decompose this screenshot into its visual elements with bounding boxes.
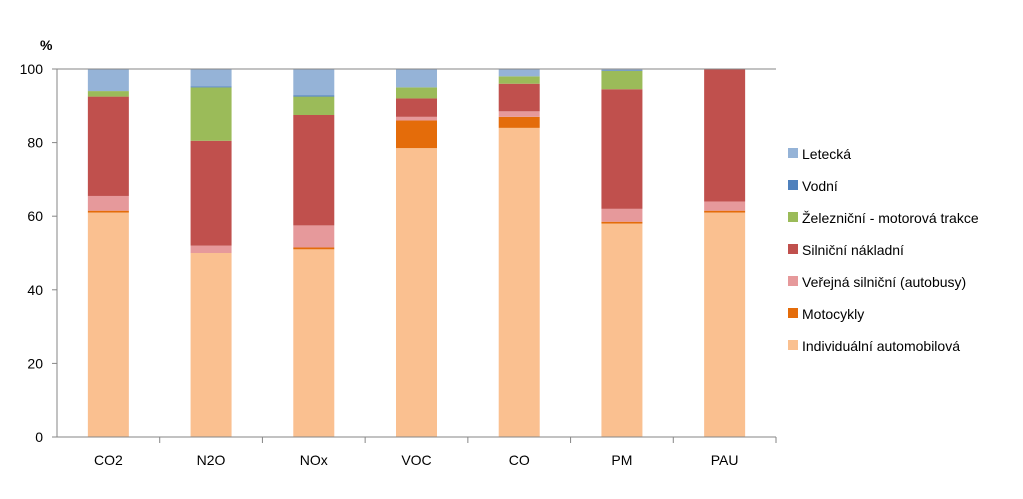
- bar-segment-pm-3: [601, 89, 643, 209]
- legend-label-5: Vodní: [802, 178, 838, 194]
- bar-segment-co-6: [498, 69, 540, 77]
- bar-segment-co-0: [498, 127, 540, 437]
- bar-segment-nox-5: [293, 95, 335, 97]
- bar-segment-nox-3: [293, 115, 335, 226]
- bar-segment-voc-4: [396, 87, 437, 99]
- bar-segment-co2-1: [87, 210, 129, 213]
- legend-label-2: Veřejná silniční (autobusy): [802, 274, 966, 290]
- legend-swatch-4: [788, 212, 798, 222]
- bar-segment-co-1: [498, 116, 540, 128]
- bar-segment-co2-6: [87, 69, 129, 92]
- y-tick-label-0: 0: [35, 429, 43, 445]
- bar-segment-co-2: [498, 111, 540, 117]
- bar-segment-voc-2: [396, 116, 437, 121]
- x-tick-label-pm: PM: [611, 452, 632, 468]
- bar-segment-n2o-5: [190, 86, 232, 88]
- bar-segment-n2o-0: [190, 253, 232, 437]
- bar-segment-pm-2: [601, 208, 643, 222]
- y-tick-label-100: 100: [20, 61, 44, 77]
- bar-segment-nox-1: [293, 247, 335, 250]
- legend-swatch-2: [788, 276, 798, 286]
- bar-segment-co-3: [498, 83, 540, 112]
- legend-label-0: Individuální automobilová: [802, 338, 960, 354]
- bar-segment-n2o-6: [190, 69, 232, 87]
- y-tick-label-20: 20: [27, 355, 43, 371]
- bar-segment-co2-2: [87, 195, 129, 211]
- bar-segment-co2-0: [87, 212, 129, 437]
- x-tick-label-nox: NOx: [300, 452, 328, 468]
- bar-segment-nox-4: [293, 96, 335, 115]
- x-tick-label-co2: CO2: [94, 452, 123, 468]
- bar-segment-co-4: [498, 76, 540, 84]
- legend-label-6: Letecká: [802, 146, 851, 162]
- bar-segment-pau-0: [704, 212, 746, 437]
- legend-swatch-0: [788, 340, 798, 350]
- legend-swatch-3: [788, 244, 798, 254]
- bar-segment-n2o-3: [190, 140, 232, 246]
- bars-group: [87, 69, 746, 437]
- bar-segment-voc-6: [396, 69, 437, 88]
- bar-segment-nox-6: [293, 69, 335, 96]
- legend-label-4: Železniční - motorová trakce: [802, 210, 979, 226]
- bar-segment-pm-1: [601, 221, 643, 224]
- x-tick-label-co: CO: [509, 452, 530, 468]
- bar-segment-co2-3: [87, 96, 129, 196]
- y-tick-label-40: 40: [27, 282, 43, 298]
- bar-segment-pau-2: [704, 201, 746, 211]
- bar-segment-voc-0: [396, 148, 437, 437]
- bar-segment-voc-3: [396, 98, 437, 117]
- bar-segment-voc-1: [396, 120, 437, 149]
- bar-segment-pm-4: [601, 70, 643, 90]
- bar-segment-n2o-4: [190, 87, 232, 141]
- y-axis-unit-label: %: [40, 37, 53, 53]
- bar-segment-nox-0: [293, 249, 335, 437]
- legend-swatch-1: [788, 308, 798, 318]
- axes-group: CO2 N2O NOx VOC CO PM PAU 0 20 40 60 80 100: [20, 61, 777, 468]
- legend-label-1: Motocykly: [802, 306, 864, 322]
- bar-segment-pm-0: [601, 223, 643, 437]
- x-tick-label-pau: PAU: [711, 452, 739, 468]
- y-tick-label-80: 80: [27, 135, 43, 151]
- legend-swatch-6: [788, 148, 798, 158]
- bar-segment-co2-4: [87, 91, 129, 97]
- bar-segment-nox-2: [293, 225, 335, 248]
- bar-segment-pm-5: [601, 70, 643, 71]
- x-tick-label-voc: VOC: [401, 452, 431, 468]
- x-tick-label-n2o: N2O: [197, 452, 226, 468]
- y-tick-label-60: 60: [27, 208, 43, 224]
- bar-segment-pm-6: [601, 69, 643, 71]
- legend-swatch-5: [788, 180, 798, 190]
- legend-label-3: Silniční nákladní: [802, 242, 904, 258]
- legend: Letecká Vodní Železniční - motorová trakce…: [788, 146, 979, 354]
- bar-segment-pau-1: [704, 210, 746, 213]
- bar-segment-pau-3: [704, 69, 746, 202]
- bar-segment-n2o-2: [190, 245, 232, 253]
